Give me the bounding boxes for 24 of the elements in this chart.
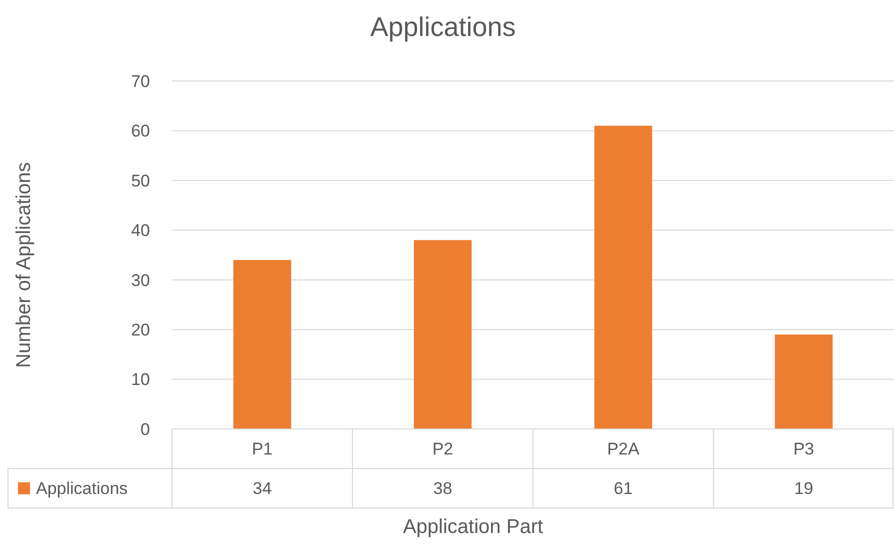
- x-tick-label: P2A: [607, 440, 640, 459]
- bar: [414, 240, 472, 429]
- y-tick-label: 50: [131, 171, 150, 190]
- y-tick-label: 10: [131, 370, 150, 390]
- y-tick-label: 40: [131, 221, 150, 240]
- y-tick-label: 0: [140, 420, 150, 439]
- y-tick-label: 60: [131, 122, 150, 141]
- legend-label: Applications: [36, 479, 128, 498]
- chart-title: Applications: [370, 12, 516, 42]
- bar: [233, 260, 292, 429]
- x-tick-label: P2: [432, 440, 454, 459]
- x-tick-label: P3: [793, 440, 814, 459]
- x-tick-label: P1: [252, 440, 273, 459]
- data-label: 38: [433, 479, 452, 498]
- x-axis-title: Application Part: [402, 516, 544, 538]
- y-tick-label: 30: [131, 270, 150, 290]
- bar: [594, 126, 652, 429]
- bar: [774, 334, 833, 429]
- y-axis-title: Number of Applications: [13, 162, 35, 368]
- data-label: 19: [794, 479, 814, 498]
- y-tick-label: 20: [131, 320, 150, 340]
- y-tick-label: 70: [131, 72, 150, 91]
- data-label: 34: [252, 479, 272, 498]
- data-label: 61: [614, 479, 633, 498]
